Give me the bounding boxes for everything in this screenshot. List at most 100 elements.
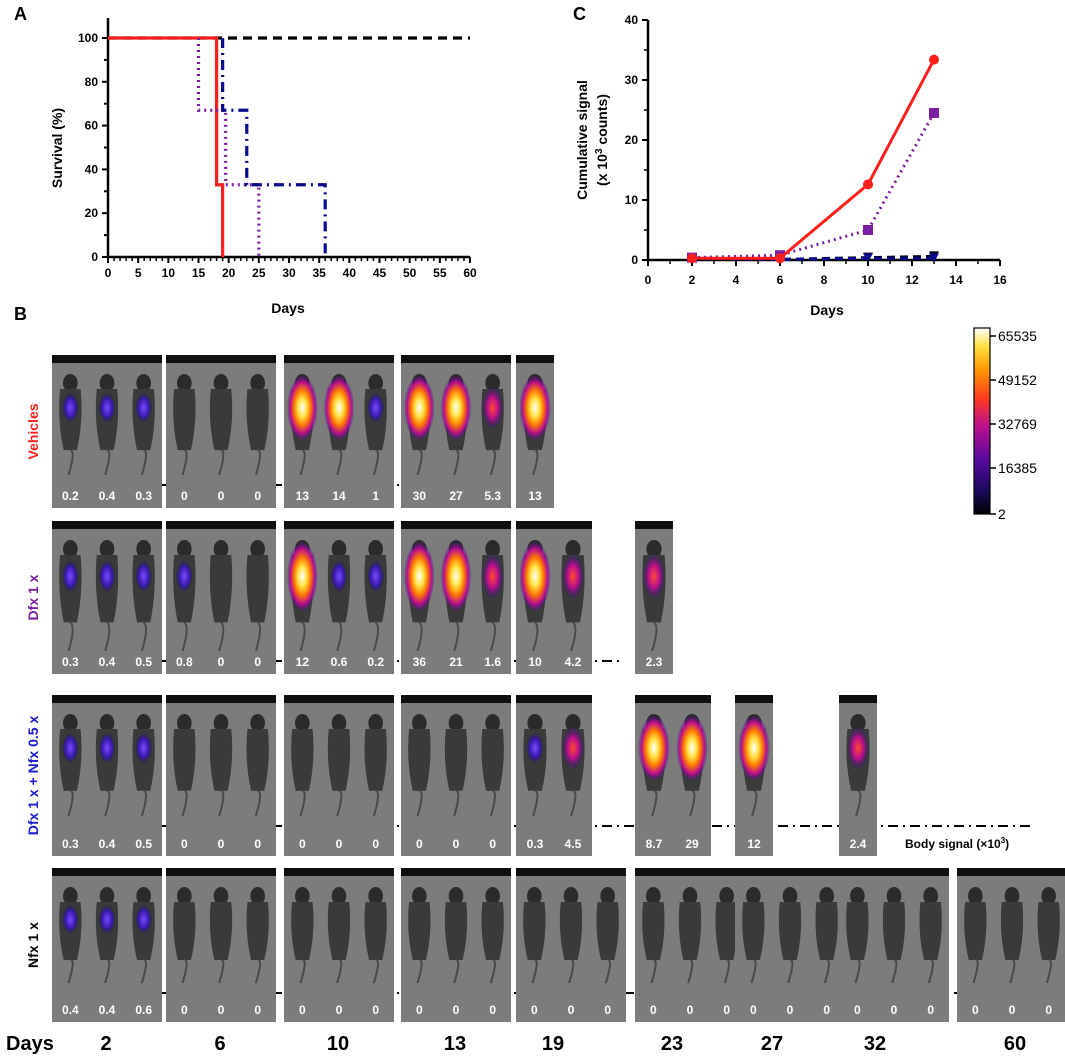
colorbar: 65535 49152 32769 16385 2 <box>973 327 1037 522</box>
mouse-body <box>444 729 468 791</box>
mouse-tail <box>568 959 575 984</box>
body-signal-label-sup: 3 <box>1001 836 1006 845</box>
imaging-panel-2: 0.3 0.4 0.5 <box>52 695 162 856</box>
mouse-tail <box>104 449 111 476</box>
imaging-panel-10: 13 14 1 <box>284 355 394 508</box>
mouse-tail <box>570 621 577 652</box>
mouse-head <box>331 714 347 732</box>
body-signal-value: 14 <box>332 489 346 503</box>
mouse-tail <box>218 621 225 652</box>
body-signal-value: 21 <box>449 655 463 669</box>
body-signal-value: 0 <box>218 1003 225 1017</box>
body-signal-value: 0.5 <box>135 837 152 851</box>
mouse-head <box>563 887 579 905</box>
mouse-tail <box>532 789 539 817</box>
colorbar-label: 65535 <box>998 328 1037 344</box>
imaging-panel-23: 8.7 29 <box>635 695 711 856</box>
image-top-bar <box>284 695 394 703</box>
mouse-body <box>742 902 765 961</box>
image-top-bar <box>284 868 394 876</box>
mouse-head <box>527 714 543 732</box>
imaging-panel-23: 2.3 <box>635 521 673 674</box>
signal-spot <box>367 392 385 423</box>
imaging-panel-6: 0 0 0 <box>166 868 276 1022</box>
mouse-body <box>559 902 583 961</box>
body-signal-value: 10 <box>528 655 542 669</box>
body-signal-value: 0 <box>531 1003 538 1017</box>
mouse-tail <box>140 621 147 652</box>
body-signal-value: 0 <box>489 1003 496 1017</box>
mouse-tail <box>416 789 423 817</box>
mouse-tail <box>372 621 379 652</box>
signal-x-tick-label: 12 <box>905 273 919 287</box>
survival-line-dfx-1-x <box>196 38 261 257</box>
signal-x-tick-label: 14 <box>949 273 963 287</box>
signal-spot <box>643 554 665 599</box>
body-signal-value: 0.5 <box>135 655 152 669</box>
imaging-panel-13: 36 21 1.6 <box>401 521 511 674</box>
mouse-head <box>136 714 152 732</box>
mouse-tail <box>181 959 188 984</box>
body-signal-value: 0 <box>218 837 225 851</box>
mouse-body <box>291 729 314 791</box>
mouse-body <box>327 729 351 791</box>
image-top-bar <box>635 521 673 529</box>
row-label-part2: Nfx 0.5 x <box>25 716 41 774</box>
body-signal-value: 0 <box>1045 1003 1052 1017</box>
mouse-head <box>412 714 427 732</box>
image-top-bar <box>635 695 711 703</box>
mouse-tail <box>689 789 696 817</box>
survival-x-tick-label: 35 <box>312 266 326 280</box>
signal-point-dfx-1-x <box>929 108 939 118</box>
image-top-bar <box>839 868 949 876</box>
mouse-tail <box>854 959 861 984</box>
image-top-bar <box>166 521 276 529</box>
mouse-tail <box>1045 959 1052 984</box>
imaging-panel-2: 0.3 0.4 0.5 <box>52 521 162 674</box>
imaging-row: Vehicles 0.2 0.4 0.3 0 0 0 13 14 1 30 27 5.3 13 <box>25 355 554 508</box>
mouse-head <box>646 887 661 905</box>
cumulative-signal-chart: Cumulative signal (x 103 counts) Days 0 2… <box>574 13 1007 318</box>
signal-spot <box>526 732 544 764</box>
mouse-tail <box>140 789 147 817</box>
survival-x-tick-label: 25 <box>252 266 266 280</box>
survival-line-vehicles <box>108 36 225 257</box>
mouse-tail <box>336 621 343 652</box>
mouse-tail <box>855 789 862 817</box>
mouse-head <box>819 887 835 905</box>
mouse-body <box>1037 902 1060 961</box>
mouse-tail <box>254 449 261 476</box>
mouse-tail <box>140 959 147 984</box>
signal-spot <box>562 727 584 769</box>
days-label: Days <box>6 1033 54 1055</box>
imaging-panel-6: 0 0 0 <box>166 355 276 508</box>
mouse-tail <box>750 959 757 984</box>
body-signal-value: 0 <box>254 489 261 503</box>
mouse-tail <box>299 449 306 476</box>
mouse-head <box>368 714 383 732</box>
mouse-tail <box>336 959 343 984</box>
mouse-head <box>99 887 115 905</box>
day-label: 27 <box>761 1033 783 1055</box>
signal-x-axis-label: Days <box>810 302 844 318</box>
signal-spot <box>135 904 153 935</box>
colorbar-label: 32769 <box>998 416 1037 432</box>
body-signal-value: 0.2 <box>62 489 79 503</box>
signal-point-vehicles <box>929 54 939 65</box>
signal-spot <box>287 375 318 440</box>
imaging-panel-10: 0 0 0 <box>284 868 394 1022</box>
body-signal-value: 0 <box>181 489 188 503</box>
survival-x-tick-label: 20 <box>222 266 236 280</box>
mouse-tail <box>254 959 261 984</box>
mouse-tail <box>787 959 794 984</box>
body-signal-value: 27 <box>449 489 463 503</box>
row-label-plus: + <box>25 773 41 789</box>
mouse-body <box>523 902 546 961</box>
imaging-panel-2: 0.4 0.4 0.6 <box>52 868 162 1022</box>
body-signal-value: 0.3 <box>135 489 152 503</box>
mouse-tail <box>972 959 979 984</box>
mouse-head <box>646 540 662 558</box>
mouse-tail <box>927 959 934 984</box>
signal-spot <box>175 560 193 593</box>
signal-spot <box>441 375 471 440</box>
